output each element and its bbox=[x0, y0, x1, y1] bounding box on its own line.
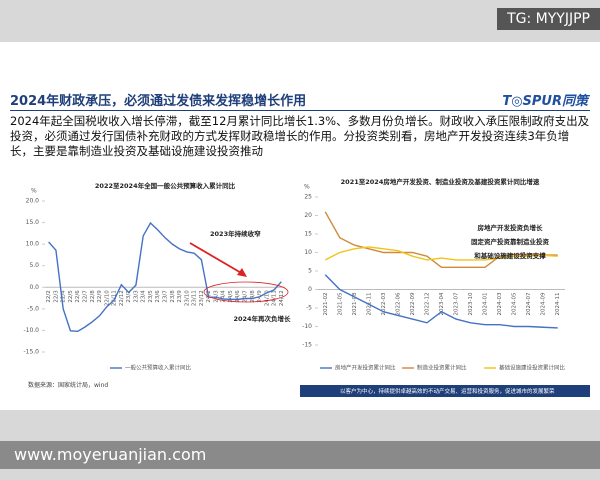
x-tick-label: 2022-09 bbox=[410, 292, 416, 315]
y-tick-label: 20.0 bbox=[26, 198, 40, 205]
x-tick-label: 2023-10 bbox=[468, 292, 474, 315]
x-tick-label: 2021-08 bbox=[352, 292, 358, 315]
x-tick-label: 24/11 bbox=[272, 290, 278, 306]
arrow-head bbox=[237, 268, 247, 277]
footer-text: 以客户为中心，持续提供卓越高效的不动产交易、运营和投资服务，促进城市的发展繁荣 bbox=[340, 389, 555, 395]
x-tick-label: 23/12 bbox=[199, 290, 205, 306]
x-tick-label: 22/10 bbox=[104, 290, 110, 306]
x-tick-label: 2021-05 bbox=[337, 292, 343, 315]
legend-label: 制造业投资累计同比 bbox=[417, 364, 467, 372]
y-tick-label: 15 bbox=[304, 231, 312, 238]
x-tick-label: 2024-11 bbox=[555, 293, 561, 316]
y-tick-label: 10.0 bbox=[26, 241, 40, 248]
x-tick-label: 22/6 bbox=[75, 290, 81, 303]
annotation: 2023年持续收窄 bbox=[210, 229, 261, 238]
x-tick-label: 23/8 bbox=[170, 290, 176, 303]
y-tick-label: -15.0 bbox=[23, 349, 39, 356]
x-tick-label: 2022-06 bbox=[395, 292, 401, 315]
legend-label: 基础设施建设投资累计同比 bbox=[499, 364, 566, 372]
y-tick-label: 20 bbox=[304, 212, 312, 219]
series-line bbox=[48, 221, 282, 333]
y-tick-label: 5 bbox=[308, 268, 312, 275]
y-tick-label: -10 bbox=[302, 323, 312, 330]
x-tick-label: 24/4 bbox=[221, 290, 227, 303]
x-tick-label: 24/7 bbox=[243, 290, 249, 303]
footer-bar bbox=[300, 385, 590, 397]
y-axis-label: % bbox=[31, 188, 37, 195]
x-tick-label: 23/4 bbox=[141, 290, 147, 303]
x-tick-label: 22/7 bbox=[83, 290, 89, 303]
x-tick-label: 22/2 bbox=[46, 290, 52, 302]
x-tick-label: 24/12 bbox=[279, 290, 285, 306]
x-tick-label: 2023-04 bbox=[439, 292, 445, 315]
x-tick-label: 24/3 bbox=[213, 290, 219, 303]
legend-label: 一般公共预算收入累计同比 bbox=[125, 364, 192, 372]
annotation: 和基础设施建设投资支撑 bbox=[473, 251, 546, 260]
annotation: 房地产开发投资负增长 bbox=[478, 223, 544, 232]
y-tick-label: 25 bbox=[304, 194, 312, 201]
x-tick-label: 2024-01 bbox=[483, 293, 489, 316]
x-tick-label: 23/3 bbox=[133, 290, 139, 303]
series-line bbox=[324, 274, 558, 329]
y-tick-label: 5.0 bbox=[29, 262, 39, 269]
y-tick-label: -5.0 bbox=[27, 305, 39, 312]
annotation: 2024年再次负增长 bbox=[233, 314, 291, 323]
x-tick-label: 2024-09 bbox=[541, 292, 547, 315]
x-tick-label: 2023-07 bbox=[454, 292, 460, 315]
source: 数据来源：国家统计局，wind bbox=[28, 382, 109, 389]
x-tick-label: 24/8 bbox=[250, 290, 256, 303]
x-tick-label: 22/9 bbox=[97, 290, 103, 303]
x-tick-label: 24/10 bbox=[264, 290, 270, 306]
x-tick-label: 22/3 bbox=[53, 290, 59, 303]
y-tick-label: 10 bbox=[304, 249, 312, 256]
x-tick-label: 2024-03 bbox=[497, 292, 503, 315]
y-tick-label: -15 bbox=[302, 342, 312, 349]
x-tick-label: 22/8 bbox=[90, 290, 96, 303]
slide bbox=[0, 42, 600, 410]
x-tick-label: 2021-02 bbox=[323, 293, 329, 316]
x-tick-label: 23/9 bbox=[177, 290, 183, 303]
x-tick-label: 23/11 bbox=[192, 290, 198, 306]
x-tick-label: 23/2 bbox=[126, 290, 132, 302]
x-tick-label: 2022-12 bbox=[424, 293, 430, 316]
y-tick-label: 0 bbox=[308, 286, 312, 293]
y-tick-label: -5 bbox=[306, 305, 312, 312]
y-tick-label: -10.0 bbox=[23, 327, 39, 334]
body-text: 2024年起全国税收收入增长停滞，截至12月累计同比增长1.3%、多数月份负增长… bbox=[10, 114, 590, 158]
x-tick-label: 22/5 bbox=[68, 290, 74, 303]
x-tick-label: 24/6 bbox=[235, 290, 241, 303]
x-tick-label: 22/4 bbox=[61, 290, 67, 303]
arrow bbox=[189, 242, 244, 275]
logo: T◎SPUR同策 bbox=[502, 94, 588, 109]
x-tick-label: 22/12 bbox=[119, 290, 125, 306]
x-tick-label: 2024-07 bbox=[526, 292, 532, 315]
x-tick-label: 2022-03 bbox=[381, 292, 387, 315]
legend-label: 房地产开发投资累计同比 bbox=[335, 364, 396, 372]
y-tick-label: 15.0 bbox=[26, 219, 40, 226]
series-line bbox=[324, 246, 558, 261]
slide-title: 2024年财政承压，必须通过发债来发挥稳增长作用 bbox=[10, 94, 307, 109]
annotation: 固定资产投资靠制造业投资 bbox=[471, 237, 550, 246]
watermark: TG: MYYJJPP bbox=[497, 8, 600, 30]
chart-title: 2021至2024房地产开发投资、制造业投资及基建投资累计同比增速 bbox=[341, 177, 540, 186]
chart-title: 2022至2024年全国一般公共预算收入累计同比 bbox=[95, 181, 236, 190]
y-tick-label: 0.0 bbox=[29, 284, 39, 291]
x-tick-label: 23/5 bbox=[148, 290, 154, 303]
watermark: www.moyeruanjian.com bbox=[0, 441, 600, 469]
highlight bbox=[203, 281, 289, 303]
x-tick-label: 23/6 bbox=[155, 290, 161, 303]
x-tick-label: 23/10 bbox=[184, 290, 190, 306]
x-tick-label: 23/7 bbox=[163, 290, 169, 303]
x-tick-label: 2024-05 bbox=[512, 292, 518, 315]
y-axis-label: % bbox=[304, 184, 310, 191]
x-tick-label: 24/5 bbox=[228, 290, 234, 303]
title-rule bbox=[10, 110, 590, 111]
